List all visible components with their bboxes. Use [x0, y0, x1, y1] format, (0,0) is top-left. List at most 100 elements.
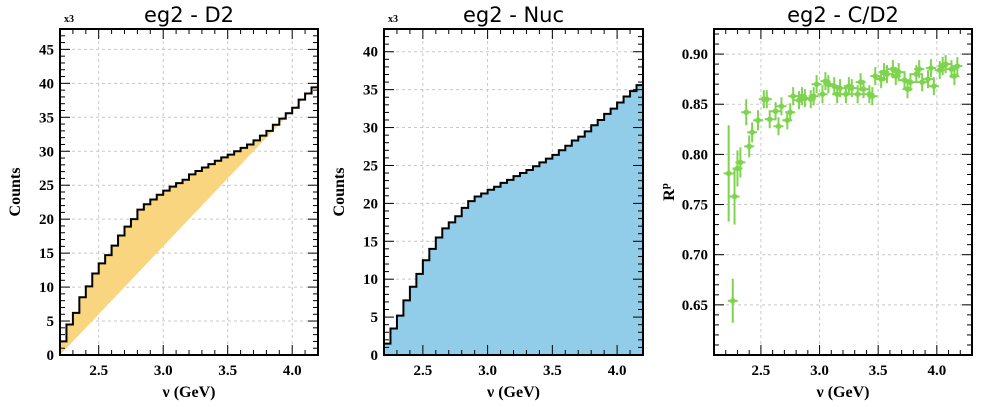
- histogram-bin: [305, 94, 311, 355]
- histogram-bin: [279, 119, 285, 355]
- data-point: [916, 66, 923, 72]
- x-tick-label: 2.5: [89, 363, 108, 379]
- histogram-bin: [436, 237, 442, 355]
- histogram-bin: [617, 103, 623, 355]
- histogram-bin: [79, 297, 85, 355]
- data-point: [942, 61, 949, 67]
- histogram-bin: [559, 150, 565, 355]
- data-point: [755, 117, 761, 124]
- histogram-bin: [176, 183, 182, 355]
- histogram-bin: [273, 125, 279, 355]
- data-point: [810, 93, 817, 100]
- histogram-bin: [572, 140, 578, 355]
- histogram-bin: [624, 96, 630, 355]
- data-point: [787, 109, 794, 116]
- y-tick-label: 40: [39, 76, 54, 92]
- data-point: [951, 73, 958, 79]
- y-tick-label: 20: [363, 196, 378, 212]
- histogram-bin: [488, 190, 494, 355]
- data-point: [931, 83, 937, 89]
- histogram-bin: [125, 227, 131, 355]
- y-tick-label: 25: [39, 178, 54, 194]
- histogram-bin: [416, 274, 422, 355]
- histogram-bin: [604, 114, 610, 355]
- y-axis-label: Counts: [331, 168, 348, 217]
- histogram-bin: [423, 260, 429, 355]
- histogram-bin: [507, 180, 513, 355]
- histogram-fill: [384, 85, 643, 355]
- x-axis-label: ν (GeV): [816, 384, 870, 401]
- histogram-bin: [221, 157, 227, 355]
- chart-panel-3: 2.5 3.0 3.5 4.0 0.65 0.70 0.75 0.80 0.85 0.90 eg2 …: [659, 3, 973, 401]
- histogram-bin: [202, 168, 208, 355]
- chart-title: eg2 - Nuc: [463, 3, 564, 27]
- data-point: [860, 86, 867, 92]
- y-tick-label: 15: [39, 246, 54, 262]
- y-tick-label: 30: [39, 144, 54, 160]
- histogram-bin: [183, 180, 189, 355]
- histogram-bin: [578, 137, 584, 355]
- histogram-bin: [468, 201, 474, 355]
- chart-panel-1: 2.5 3.0 3.5 4.0 0 5 10 15 20 25 30 35 40 45 eg2 - D2 ν …: [7, 3, 319, 401]
- histogram-bin: [546, 159, 552, 355]
- histogram-bin: [630, 91, 636, 355]
- y-tick-label: 20: [39, 212, 54, 228]
- histogram-bin: [131, 219, 137, 355]
- histogram-bin: [598, 120, 604, 355]
- histogram-bin: [397, 316, 403, 355]
- x-tick-label: 3.5: [543, 363, 562, 379]
- data-point: [763, 96, 770, 103]
- histogram-bin: [254, 140, 260, 355]
- data-point: [737, 159, 744, 166]
- data-point: [790, 93, 796, 100]
- histogram-bin: [170, 187, 176, 355]
- x-axis-label: ν (GeV): [162, 384, 216, 401]
- data-point: [746, 143, 752, 150]
- histogram-bin: [195, 171, 201, 355]
- x-tick-label: 2.5: [752, 363, 771, 379]
- data-point: [892, 73, 899, 79]
- x-tick-label: 4.0: [283, 363, 302, 379]
- y-tick-label: 25: [363, 158, 378, 174]
- histogram-bin: [585, 131, 591, 355]
- histogram-bin: [163, 191, 169, 355]
- data-point: [743, 109, 750, 116]
- x-tick-label: 3.0: [154, 363, 173, 379]
- histogram-bin: [520, 173, 526, 355]
- histogram-bin: [118, 235, 124, 355]
- data-point: [734, 165, 741, 172]
- y-axis-multiplier: x3: [64, 14, 74, 25]
- y-axis-multiplier: x3: [388, 14, 398, 25]
- histogram-bin: [410, 287, 416, 355]
- histogram-outline: [60, 83, 319, 343]
- y-tick-label: 35: [39, 110, 54, 126]
- histogram-bin: [455, 216, 461, 355]
- data-point: [857, 79, 864, 85]
- histogram-bin: [611, 109, 617, 355]
- data-point: [907, 79, 914, 85]
- histogram-bin: [565, 146, 571, 355]
- data-point: [837, 85, 843, 91]
- data-point: [772, 108, 779, 115]
- data-point: [813, 81, 820, 87]
- histogram-bin: [241, 148, 247, 355]
- x-tick-label: 3.5: [869, 363, 888, 379]
- y-tick-label: 0: [47, 348, 55, 364]
- x-tick-label: 3.5: [218, 363, 237, 379]
- data-point: [936, 67, 943, 73]
- data-point: [890, 66, 896, 72]
- data-point: [725, 170, 732, 177]
- histogram-bin: [189, 174, 195, 355]
- histogram-bin: [266, 131, 272, 355]
- histogram-bin: [449, 222, 455, 355]
- y-tick-label: 45: [39, 42, 54, 58]
- y-tick-label: 0.75: [682, 198, 708, 214]
- data-point: [895, 69, 902, 75]
- y-tick-label: 0: [371, 348, 379, 364]
- data-point: [766, 116, 773, 123]
- y-axis-label: Rp: [659, 183, 678, 201]
- data-point: [913, 71, 920, 77]
- histogram-bin: [299, 100, 305, 355]
- histogram-bin: [228, 155, 234, 355]
- histogram-bin: [92, 274, 98, 356]
